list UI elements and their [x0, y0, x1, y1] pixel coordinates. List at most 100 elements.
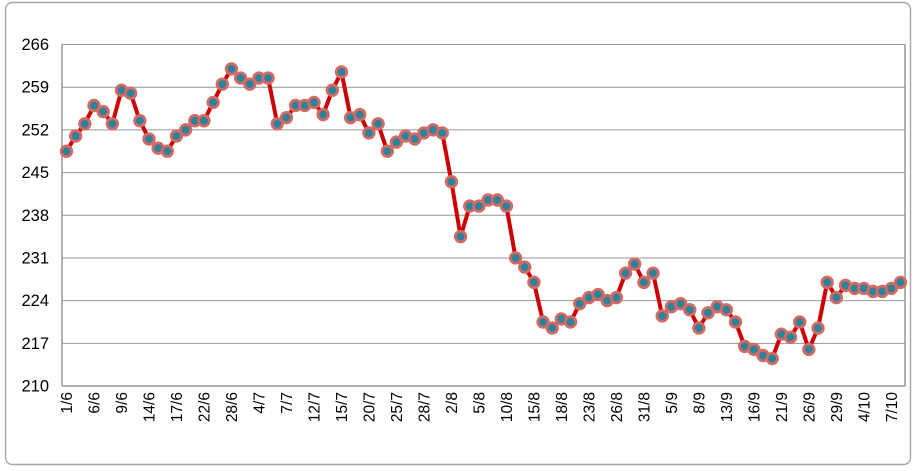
y-axis-label: 224 [21, 292, 49, 310]
x-axis-label: 8/9 [691, 392, 708, 414]
x-axis-label: 9/6 [114, 392, 131, 414]
data-point [389, 135, 404, 149]
x-axis-label: 17/6 [169, 392, 186, 422]
data-point [820, 275, 834, 290]
data-point [233, 71, 248, 85]
data-point [224, 62, 239, 76]
data-point [307, 95, 321, 110]
data-point [618, 266, 633, 280]
data-point [206, 95, 220, 110]
data-point [499, 199, 514, 213]
data-point [87, 98, 101, 113]
data-point [490, 193, 504, 207]
data-point [169, 129, 184, 143]
x-axis-label: 18/8 [554, 392, 571, 422]
x-axis-label: 14/6 [141, 392, 158, 422]
data-point [243, 77, 257, 91]
data-point [545, 321, 559, 335]
y-axis-label: 210 [21, 378, 49, 396]
x-axis-label: 7/7 [279, 392, 296, 414]
data-point [646, 266, 660, 280]
data-point [68, 129, 83, 143]
y-axis-label: 217 [21, 335, 49, 353]
y-axis-label: 266 [21, 36, 49, 54]
x-axis-label: 26/9 [801, 392, 818, 422]
data-point [261, 71, 275, 85]
data-point [655, 309, 669, 323]
data-point [563, 315, 578, 329]
data-point [96, 104, 110, 119]
x-axis-label: 25/7 [389, 392, 406, 422]
data-point [59, 144, 74, 158]
data-point [728, 315, 743, 329]
data-point [637, 275, 651, 290]
x-axis-label: 28/7 [416, 392, 433, 422]
data-point [536, 315, 550, 329]
data-point [508, 251, 523, 265]
data-point [325, 83, 339, 97]
y-axis-label: 231 [21, 249, 49, 267]
x-axis-label: 1/6 [59, 392, 76, 414]
data-point [811, 321, 825, 335]
y-axis-label: 252 [21, 121, 49, 139]
x-axis-label: 16/9 [746, 392, 763, 422]
y-axis-label: 259 [21, 79, 49, 97]
data-point [133, 114, 147, 128]
x-axis-label: 13/9 [719, 392, 736, 422]
data-point [472, 199, 486, 213]
data-point [123, 86, 138, 100]
data-point [408, 132, 422, 146]
y-axis-label: 245 [21, 164, 49, 182]
data-point [279, 110, 294, 125]
data-point [884, 281, 899, 296]
data-point [747, 342, 761, 357]
x-axis-label: 4/7 [251, 392, 268, 414]
data-point [683, 303, 697, 317]
data-point [783, 330, 798, 344]
data-point [371, 117, 385, 131]
data-point [444, 175, 459, 189]
x-axis-label: 26/8 [609, 392, 626, 422]
data-point [765, 351, 779, 366]
data-point [802, 342, 816, 357]
data-point [692, 321, 706, 335]
x-axis-label: 20/7 [361, 392, 378, 422]
x-axis-label: 2/8 [444, 392, 461, 414]
data-point [353, 107, 367, 122]
data-point [178, 123, 193, 137]
data-point [142, 132, 156, 146]
data-point [893, 275, 908, 290]
data-point [78, 117, 92, 131]
x-axis-label: 22/6 [196, 392, 213, 422]
y-axis-label: 238 [21, 207, 49, 225]
data-point [215, 77, 230, 91]
data-point [435, 126, 449, 140]
data-point [105, 117, 120, 131]
data-point [453, 229, 468, 244]
x-axis-label: 6/6 [86, 392, 103, 414]
x-axis-label: 15/7 [334, 392, 351, 422]
data-point [527, 275, 541, 290]
x-axis-label: 5/8 [471, 392, 488, 414]
data-point [701, 306, 715, 320]
data-point [316, 107, 330, 122]
data-point [609, 290, 624, 305]
x-axis-label: 15/8 [526, 392, 543, 422]
data-point [160, 144, 175, 158]
x-axis-label: 28/6 [224, 392, 241, 422]
data-point [573, 296, 587, 311]
data-point [197, 114, 211, 128]
data-point [362, 126, 376, 140]
x-axis-label: 7/10 [884, 392, 901, 423]
x-axis-label: 12/7 [306, 392, 323, 422]
data-point [334, 65, 349, 79]
x-axis-label: 21/9 [774, 392, 791, 422]
data-point [380, 144, 394, 158]
data-point [518, 260, 532, 274]
x-axis-label: 4/10 [856, 392, 873, 423]
x-axis-label: 10/8 [499, 392, 516, 422]
data-point [591, 287, 605, 302]
data-point [829, 290, 844, 305]
